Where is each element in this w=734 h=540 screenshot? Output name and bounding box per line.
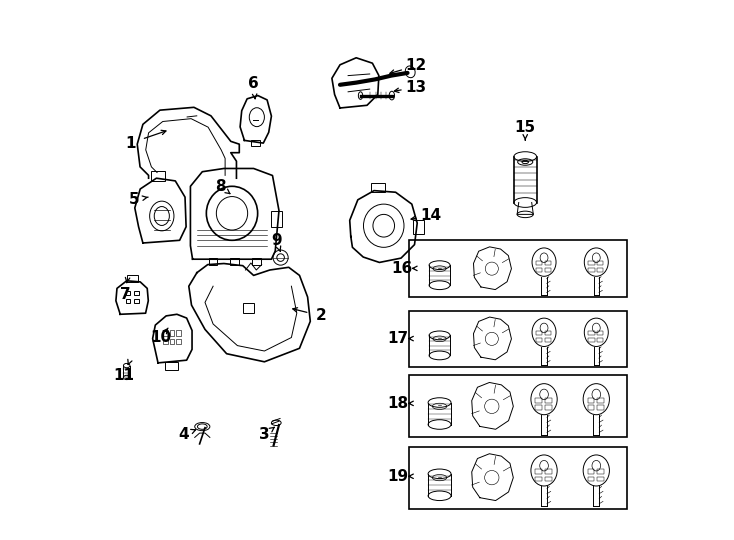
Bar <box>126 299 131 303</box>
Bar <box>589 338 595 342</box>
Text: 4: 4 <box>178 427 189 442</box>
Bar <box>127 275 137 282</box>
Text: 9: 9 <box>271 233 282 248</box>
Bar <box>589 261 595 265</box>
Bar <box>597 477 604 482</box>
Bar <box>597 406 604 410</box>
Bar <box>537 268 542 272</box>
Bar <box>588 477 595 482</box>
Bar <box>243 303 254 313</box>
Bar <box>413 220 424 234</box>
Bar <box>545 398 552 402</box>
Text: 12: 12 <box>405 58 426 73</box>
Bar <box>252 258 261 265</box>
Bar <box>272 211 282 227</box>
Bar <box>126 291 131 295</box>
Text: 11: 11 <box>114 368 134 383</box>
Bar <box>597 398 604 402</box>
Bar <box>536 398 542 402</box>
Bar <box>251 140 260 146</box>
Bar <box>545 261 551 265</box>
Text: 17: 17 <box>388 331 409 346</box>
Bar <box>597 331 603 335</box>
Text: 5: 5 <box>128 192 139 207</box>
Bar <box>537 261 542 265</box>
Bar <box>545 469 552 474</box>
Bar <box>536 477 542 482</box>
Bar <box>371 183 385 192</box>
Bar <box>589 331 595 335</box>
Bar <box>208 258 217 265</box>
Bar <box>536 469 542 474</box>
Bar <box>151 171 164 181</box>
Bar <box>545 338 551 342</box>
Bar <box>164 330 168 336</box>
Bar <box>165 362 178 370</box>
Text: 10: 10 <box>150 330 171 345</box>
Bar <box>597 261 603 265</box>
Bar <box>597 338 603 342</box>
Bar <box>176 339 181 344</box>
Bar <box>588 406 595 410</box>
Text: 14: 14 <box>420 208 441 224</box>
Bar <box>588 398 595 402</box>
Text: 19: 19 <box>388 469 409 484</box>
Text: 7: 7 <box>120 287 131 302</box>
Text: 3: 3 <box>259 427 269 442</box>
Text: 2: 2 <box>316 308 327 323</box>
Bar <box>597 469 604 474</box>
Text: 15: 15 <box>515 120 536 136</box>
Bar <box>537 331 542 335</box>
Text: 8: 8 <box>215 179 225 194</box>
Bar <box>545 406 552 410</box>
Bar <box>545 331 551 335</box>
Bar <box>409 375 627 437</box>
Bar <box>409 310 627 367</box>
Bar <box>588 469 595 474</box>
Bar <box>589 268 595 272</box>
Bar <box>536 406 542 410</box>
Bar <box>545 268 551 272</box>
Bar <box>597 268 603 272</box>
Text: 6: 6 <box>248 76 259 91</box>
Bar <box>230 258 239 265</box>
Bar <box>409 240 627 297</box>
Bar <box>134 299 139 303</box>
Bar <box>134 291 139 295</box>
Bar <box>170 339 174 344</box>
Bar <box>537 338 542 342</box>
Bar <box>176 330 181 336</box>
Bar <box>164 339 168 344</box>
Text: 1: 1 <box>126 136 136 151</box>
Text: 18: 18 <box>388 396 409 411</box>
Bar <box>545 477 552 482</box>
Text: 13: 13 <box>405 80 426 95</box>
Text: 16: 16 <box>391 261 413 276</box>
Bar <box>409 447 627 509</box>
Bar <box>170 330 174 336</box>
